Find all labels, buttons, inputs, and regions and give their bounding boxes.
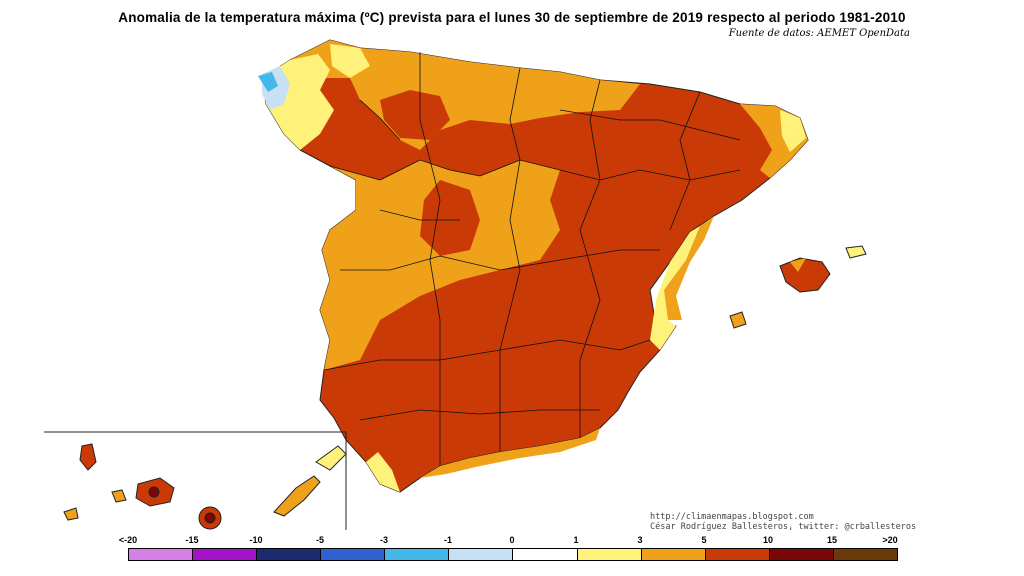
province-borders [323, 52, 741, 466]
ibiza [729, 311, 747, 329]
credits-url: http://climaenmapas.blogspot.com [650, 512, 814, 522]
legend-label: 10 [762, 535, 774, 545]
legend-label: -3 [379, 535, 389, 545]
legend-swatch [385, 549, 450, 560]
color-legend: <-20 -15 -10 -5 -3 -1 0 1 3 5 10 15 >20 [119, 535, 898, 565]
legend-swatch [705, 549, 770, 560]
catalonia-coast-mild [780, 110, 806, 152]
legend-color-bar [128, 548, 898, 561]
west-moderate [320, 160, 560, 370]
legend-label: -1 [443, 535, 453, 545]
canary-islands [63, 443, 347, 530]
legend-label: -15 [185, 535, 199, 545]
central-hot-spot [420, 180, 480, 256]
cadiz-coast [366, 452, 400, 492]
legend-label: -5 [315, 535, 325, 545]
anomaly-map [44, 39, 867, 530]
credits: http://climaenmapas.blogspot.com César R… [650, 512, 916, 532]
valencia-coast-moderate [664, 216, 714, 320]
canary-inset-frame [44, 431, 347, 530]
legend-swatch [321, 549, 386, 560]
peninsula [261, 39, 809, 493]
legend-label: 5 [701, 535, 707, 545]
mallorca-coast [790, 258, 806, 272]
credits-author: César Rodríguez Ballesteros, twitter: @c… [650, 522, 917, 532]
legend-swatch [577, 549, 642, 560]
legend-swatch [769, 549, 834, 560]
legend-label: 15 [826, 535, 838, 545]
legend-swatch [193, 549, 258, 560]
legend-swatch [513, 549, 578, 560]
menorca [845, 245, 867, 259]
galicia-cold [258, 72, 278, 92]
legend-label: -10 [249, 535, 263, 545]
legend-swatch [449, 549, 514, 560]
valencia-coast [650, 226, 700, 350]
legend-label: <-20 [118, 535, 138, 545]
legend-swatch [129, 549, 194, 560]
mallorca [779, 257, 831, 293]
legend-swatch [833, 549, 897, 560]
legend-label: >20 [882, 535, 898, 545]
map-title: Anomalia de la temperatura máxima (ºC) p… [118, 10, 906, 25]
leon-hot-spot [380, 90, 450, 140]
south-coast [420, 428, 600, 478]
legend-label: 0 [509, 535, 515, 545]
cantabrian-mild [330, 44, 370, 78]
legend-swatch [257, 549, 322, 560]
legend-swatch [641, 549, 706, 560]
legend-label: 1 [573, 535, 579, 545]
legend-label: 3 [637, 535, 643, 545]
data-source: Fuente de datos: AEMET OpenData [728, 28, 910, 39]
